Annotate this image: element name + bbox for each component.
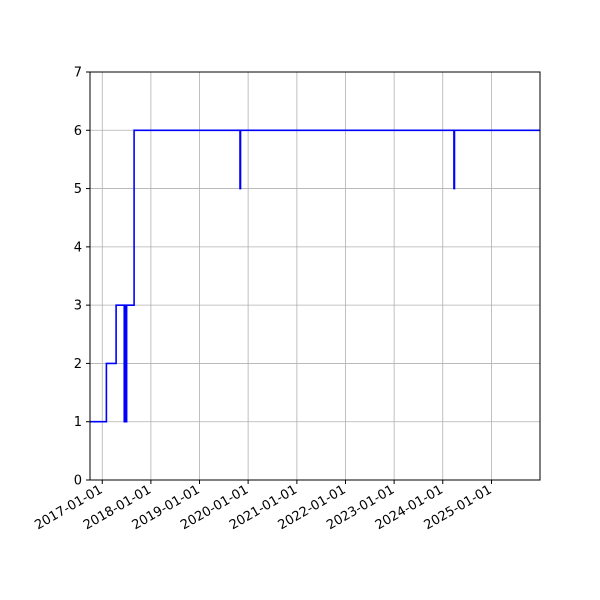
series-line: [90, 129, 540, 423]
plot-background: [90, 72, 540, 480]
y-tick-label: 7: [74, 66, 82, 81]
y-tick-label: 5: [74, 182, 82, 197]
y-tick-label: 4: [74, 240, 82, 255]
x-axis: 2017-01-012018-01-012019-01-012020-01-01…: [32, 480, 495, 533]
y-tick-label: 0: [74, 474, 82, 489]
series-layer: [90, 129, 540, 423]
y-tick-label: 2: [74, 357, 82, 372]
y-tick-label: 6: [74, 124, 82, 139]
grid: [90, 71, 540, 481]
y-tick-label: 1: [74, 415, 82, 430]
plot-frame: [89, 71, 541, 481]
y-axis: 0 1 2 3 4 5 6 7: [74, 66, 90, 489]
y-tick-label: 3: [74, 299, 82, 314]
